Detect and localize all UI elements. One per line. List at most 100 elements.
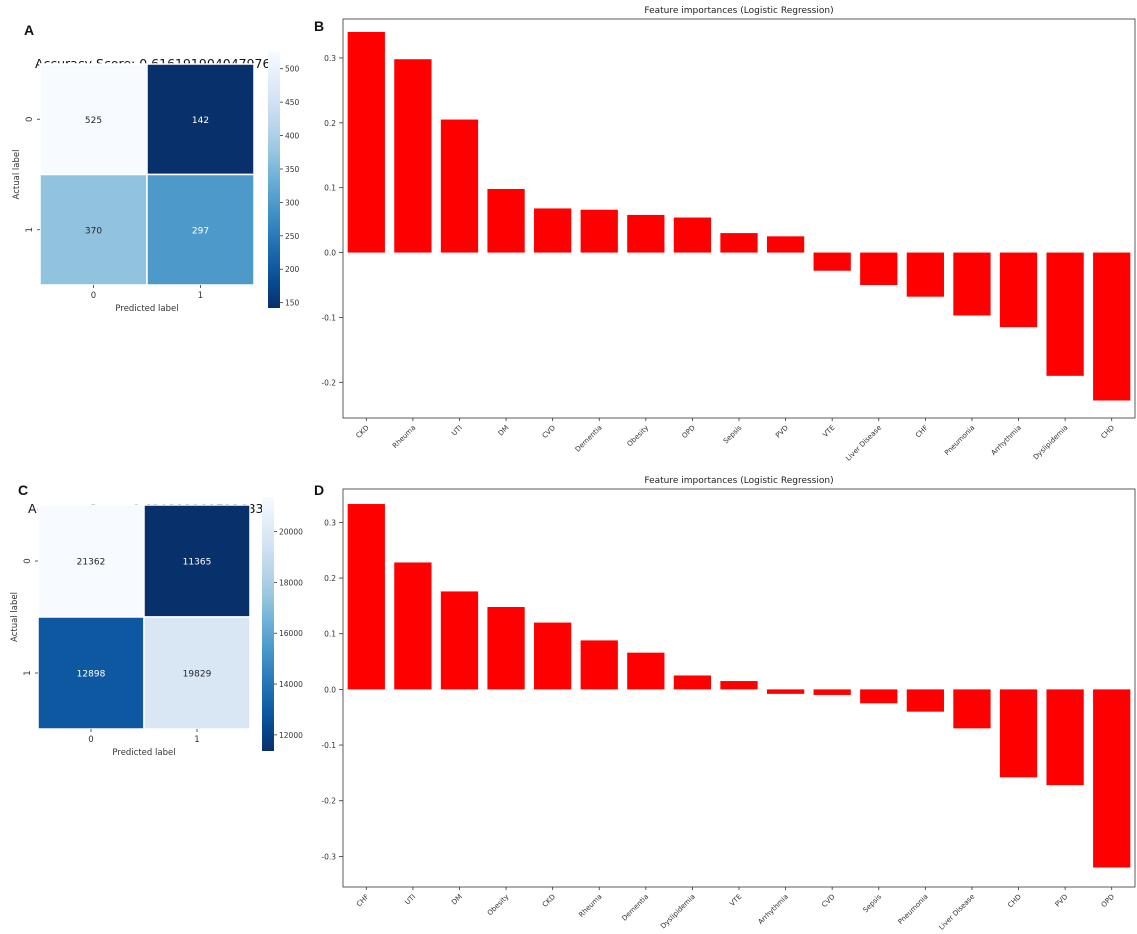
y-tick-label: 0.0: [324, 249, 336, 258]
bar: [860, 252, 898, 285]
y-tick-label: -0.1: [321, 313, 336, 322]
x-tick-label: Dyslipidemia: [1032, 424, 1070, 462]
x-tick-label: CKD: [355, 424, 371, 440]
colorbar-tick-label: 20000: [279, 528, 303, 537]
feature-importance-chart-b: Feature importances (Logistic Regression…: [321, 6, 1136, 463]
colorbar-tick-label: 18000: [279, 578, 303, 587]
bar: [953, 252, 991, 316]
colorbar-tick-label: 14000: [279, 680, 303, 689]
cm-cell: [39, 173, 148, 286]
confusion-matrix-a: 525 142 370 297 0 1 0 1 Predicted label Actual la…: [12, 52, 300, 314]
colorbar-tick-label: 200: [285, 265, 300, 274]
y-axis-label: Actual label: [12, 150, 22, 200]
bar: [440, 119, 479, 253]
cm-cell-label: 11365: [183, 558, 212, 568]
cm-cell: [143, 616, 251, 730]
bar: [394, 59, 432, 253]
cm-cell-label: 297: [192, 226, 209, 236]
x-tick-label: UTI: [404, 893, 418, 907]
cm-cell-label: 12898: [77, 670, 106, 680]
x-tick-label: CVD: [820, 893, 836, 909]
bar: [627, 652, 665, 690]
x-tick-label: Liver Disease: [938, 893, 977, 932]
bar: [766, 236, 805, 253]
colorbar-tick-label: 16000: [279, 629, 303, 638]
x-tick-label: CKD: [541, 893, 557, 909]
y-tick-label: 0.1: [324, 184, 336, 193]
bar: [347, 31, 385, 253]
cm-cell-label: 19829: [183, 670, 212, 680]
x-tick-label: Arrhythmia: [990, 424, 1023, 457]
panel-label-d: D: [314, 482, 325, 498]
y-axis-label: Actual label: [10, 592, 20, 642]
bar: [580, 640, 618, 690]
colorbar-tick-label: 400: [285, 132, 300, 141]
x-tick-label: Dementia: [620, 893, 650, 923]
y-tick-label: 0.1: [324, 630, 336, 639]
x-tick-label: 0: [88, 735, 93, 745]
bar: [534, 622, 572, 690]
bar: [999, 689, 1038, 778]
x-tick-label: Dementia: [574, 424, 604, 454]
x-tick-label: Sepsis: [722, 424, 744, 446]
bar: [813, 252, 851, 271]
y-tick-label: -0.2: [321, 797, 336, 806]
colorbar: [268, 52, 280, 308]
x-tick-label: 0: [91, 291, 96, 301]
bar: [534, 208, 572, 253]
y-tick-label: 0: [23, 558, 33, 563]
colorbar-tick-label: 250: [285, 232, 300, 241]
cm-cell: [37, 504, 145, 618]
x-tick-label: Rheuma: [577, 893, 603, 919]
bar: [813, 689, 851, 695]
bar: [720, 233, 758, 253]
bar: [906, 689, 944, 712]
x-tick-label: Liver Disease: [844, 424, 883, 463]
colorbar: [262, 497, 274, 751]
x-tick-label: 1: [194, 735, 199, 745]
x-tick-label: Arrhythmia: [757, 893, 790, 926]
colorbar-tick-label: 300: [285, 198, 300, 207]
bar: [1093, 252, 1131, 401]
confusion-matrix-c: 21362 11365 12898 19829 0 1 0 1 Predicted label A…: [10, 497, 303, 758]
colorbar-tick-label: 350: [285, 165, 300, 174]
cm-cell-label: 142: [192, 116, 209, 126]
x-tick-label: OPD: [680, 424, 696, 440]
x-tick-label: Rheuma: [391, 424, 417, 450]
x-tick-label: DM: [497, 424, 511, 438]
bar: [999, 252, 1038, 328]
x-tick-label: DM: [450, 893, 464, 907]
y-tick-label: 0.2: [324, 119, 336, 128]
x-tick-label: UTI: [450, 424, 464, 438]
bar: [627, 214, 665, 253]
colorbar-tick-label: 12000: [279, 731, 303, 740]
x-tick-label: Sepsis: [862, 893, 884, 915]
y-tick-label: 0.0: [324, 685, 336, 694]
x-tick-label: VTE: [821, 424, 836, 439]
plot-frame: [342, 18, 1136, 419]
bar: [906, 252, 944, 297]
cm-cell: [39, 63, 148, 176]
bar: [953, 689, 991, 729]
bar: [487, 188, 525, 253]
cm-cell: [146, 173, 255, 286]
cm-cell-label: 21362: [77, 558, 106, 568]
y-tick-label: -0.3: [321, 852, 336, 861]
x-axis-label: Predicted label: [115, 304, 178, 314]
y-tick-label: -0.2: [321, 378, 336, 387]
cm-cell-label: 525: [85, 116, 102, 126]
x-tick-label: Obesity: [486, 893, 511, 918]
x-tick-label: Dyslipidemia: [659, 893, 697, 931]
cm-cell: [143, 504, 251, 618]
bar: [394, 562, 432, 690]
bar: [673, 675, 712, 690]
panel-label-c: C: [18, 482, 29, 498]
y-tick-label: 0.3: [324, 54, 336, 63]
y-tick-label: 0: [25, 117, 35, 122]
cm-cell: [37, 616, 145, 730]
x-tick-label: Pneumonia: [896, 893, 929, 926]
colorbar-tick-label: 450: [285, 98, 300, 107]
panel-label-a: A: [24, 22, 35, 38]
bar: [347, 504, 385, 690]
y-tick-label: 0.2: [324, 574, 336, 583]
